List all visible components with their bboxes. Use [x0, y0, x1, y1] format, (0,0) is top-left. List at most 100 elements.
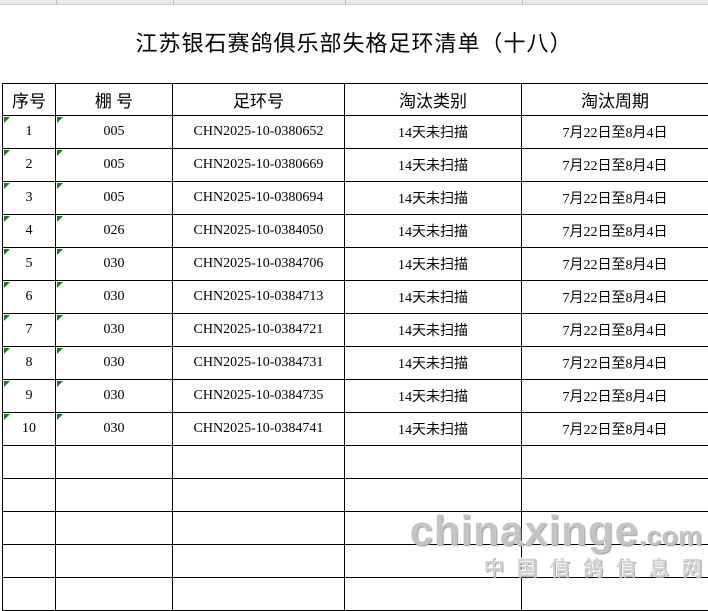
cell-ring-number: CHN2025-10-0384721 [173, 314, 345, 347]
grid-tick-icon [345, 0, 346, 4]
cell-category: 14天未扫描 [345, 182, 522, 215]
green-corner-flag-icon [4, 216, 10, 222]
empty-cell [56, 578, 173, 611]
empty-cell [173, 512, 345, 545]
green-corner-flag-icon [4, 282, 10, 288]
cell-ring-number: CHN2025-10-0384741 [173, 413, 345, 446]
cell-ring-number: CHN2025-10-0380652 [173, 116, 345, 149]
cell-index: 8 [3, 347, 56, 380]
empty-cell [522, 578, 708, 611]
empty-cell [173, 578, 345, 611]
cell-category: 14天未扫描 [345, 215, 522, 248]
cell-shed-number: 030 [56, 314, 173, 347]
cell-shed-number: 005 [56, 182, 173, 215]
empty-table-row [3, 479, 708, 512]
cell-category: 14天未扫描 [345, 248, 522, 281]
cell-shed-number: 030 [56, 281, 173, 314]
cell-index: 10 [3, 413, 56, 446]
header-row: 序号 棚 号 足环号 淘汰类别 淘汰周期 [3, 84, 708, 116]
grid-tick-icon [173, 0, 174, 4]
cell-period: 7月22日至8月4日 [522, 182, 708, 215]
empty-cell [56, 545, 173, 578]
cell-period: 7月22日至8月4日 [522, 413, 708, 446]
cell-category: 14天未扫描 [345, 347, 522, 380]
empty-cell [56, 512, 173, 545]
cell-period: 7月22日至8月4日 [522, 347, 708, 380]
empty-cell [522, 479, 708, 512]
cell-shed-number: 030 [56, 347, 173, 380]
clipped-upper-row-strip [0, 0, 708, 5]
green-corner-flag-icon [57, 315, 63, 321]
cell-category: 14天未扫描 [345, 281, 522, 314]
cell-category: 14天未扫描 [345, 380, 522, 413]
cell-ring-number: CHN2025-10-0384050 [173, 215, 345, 248]
cell-index: 9 [3, 380, 56, 413]
cell-period: 7月22日至8月4日 [522, 380, 708, 413]
cell-shed-number: 030 [56, 413, 173, 446]
cell-period: 7月22日至8月4日 [522, 314, 708, 347]
cell-index: 4 [3, 215, 56, 248]
cell-ring-number: CHN2025-10-0384731 [173, 347, 345, 380]
cell-category: 14天未扫描 [345, 314, 522, 347]
green-corner-flag-icon [57, 216, 63, 222]
green-corner-flag-icon [4, 414, 10, 420]
empty-cell [173, 479, 345, 512]
cell-category: 14天未扫描 [345, 413, 522, 446]
column-header-period: 淘汰周期 [522, 84, 708, 116]
empty-cell [3, 479, 56, 512]
cell-shed-number: 030 [56, 248, 173, 281]
green-corner-flag-icon [4, 315, 10, 321]
empty-table-row [3, 578, 708, 611]
cell-period: 7月22日至8月4日 [522, 248, 708, 281]
cell-index: 2 [3, 149, 56, 182]
empty-cell [522, 545, 708, 578]
empty-cell [3, 578, 56, 611]
cell-ring-number: CHN2025-10-0380669 [173, 149, 345, 182]
green-corner-flag-icon [4, 117, 10, 123]
empty-cell [345, 446, 522, 479]
column-header-category: 淘汰类别 [345, 84, 522, 116]
cell-category: 14天未扫描 [345, 116, 522, 149]
cell-category: 14天未扫描 [345, 149, 522, 182]
cell-period: 7月22日至8月4日 [522, 215, 708, 248]
empty-cell [522, 512, 708, 545]
green-corner-flag-icon [57, 282, 63, 288]
cell-index: 3 [3, 182, 56, 215]
empty-cell [345, 578, 522, 611]
grid-tick-icon [56, 0, 57, 4]
green-corner-flag-icon [57, 348, 63, 354]
cell-period: 7月22日至8月4日 [522, 149, 708, 182]
empty-cell [3, 512, 56, 545]
column-header-shed-number: 棚 号 [56, 84, 173, 116]
cell-shed-number: 005 [56, 116, 173, 149]
cell-index: 6 [3, 281, 56, 314]
cell-ring-number: CHN2025-10-0384713 [173, 281, 345, 314]
empty-cell [173, 446, 345, 479]
empty-cell [3, 446, 56, 479]
cell-ring-number: CHN2025-10-0384735 [173, 380, 345, 413]
green-corner-flag-icon [57, 183, 63, 189]
empty-cell [56, 446, 173, 479]
cell-ring-number: CHN2025-10-0384706 [173, 248, 345, 281]
empty-cell [522, 446, 708, 479]
empty-cell [56, 479, 173, 512]
empty-cell [345, 479, 522, 512]
green-corner-flag-icon [57, 150, 63, 156]
green-corner-flag-icon [4, 150, 10, 156]
empty-cell [345, 545, 522, 578]
empty-cell [3, 545, 56, 578]
green-corner-flag-icon [4, 249, 10, 255]
cell-index: 5 [3, 248, 56, 281]
green-corner-flag-icon [57, 117, 63, 123]
